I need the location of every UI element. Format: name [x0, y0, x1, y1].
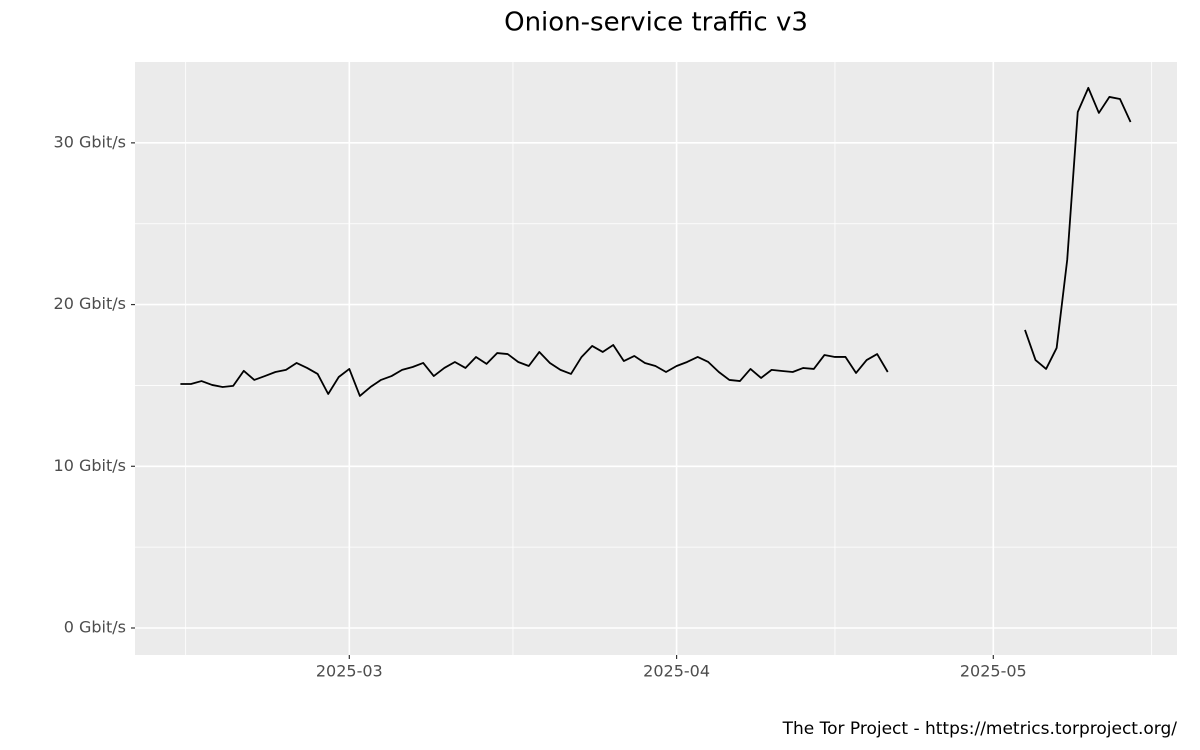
- y-tick-label: 0 Gbit/s: [64, 617, 126, 636]
- x-tick-label: 2025-03: [316, 662, 383, 681]
- data-line: [180, 86, 1132, 397]
- plot-panel: [135, 62, 1177, 655]
- chart-title: Onion-service traffic v3: [504, 8, 808, 38]
- y-tick-label: 20 Gbit/s: [54, 294, 126, 313]
- y-tick-label: 30 Gbit/s: [54, 132, 126, 151]
- caption: The Tor Project - https://metrics.torpro…: [782, 719, 1178, 739]
- x-tick-label: 2025-04: [643, 662, 710, 681]
- y-tick-label: 10 Gbit/s: [54, 456, 126, 475]
- x-tick-label: 2025-05: [960, 662, 1027, 681]
